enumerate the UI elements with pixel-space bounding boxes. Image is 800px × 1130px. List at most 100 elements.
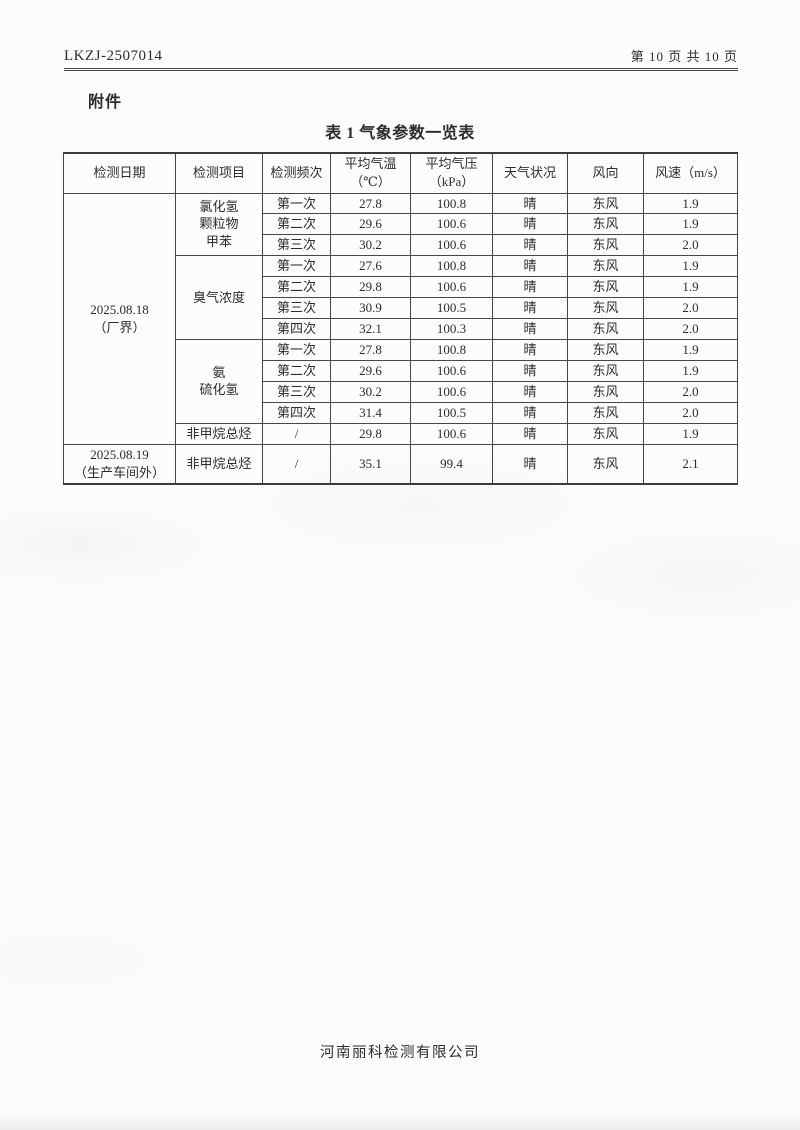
temperature-cell: 31.4 [330,401,411,424]
weather-cell: 晴 [492,276,568,299]
col-header-frequency: 检测频次 [262,152,331,194]
frequency-cell: 第三次 [262,234,331,257]
frequency-cell: 第三次 [262,380,331,403]
temperature-cell: 29.6 [330,213,411,236]
item-cell: 非甲烷总烃 [175,422,263,445]
col-header-date: 检测日期 [63,152,176,194]
item-cell: 非甲烷总烃 [175,443,263,485]
table-header-row: 检测日期 检测项目 检测频次 平均气温 （℃） 平均气压 （kPa） 天气状况 … [63,152,738,194]
temperature-cell: 27.8 [330,339,411,361]
frequency-cell: / [262,422,331,445]
item-cell: 氨 硫化氢 [175,339,263,424]
frequency-cell: 第二次 [262,276,331,299]
table-row: 第三次 30.9 100.5 晴东风 2.0 [64,297,738,320]
weather-cell: 晴 [492,297,568,320]
pressure-cell: 100.3 [410,318,493,341]
weather-cell: 晴 [492,234,568,257]
date-cell: 2025.08.18 （厂界） [63,192,176,445]
wind-direction-cell: 东风 [567,213,644,236]
wind-direction-cell: 东风 [567,276,644,299]
pressure-cell: 100.8 [410,192,493,215]
wind-direction-cell: 东风 [567,255,644,278]
weather-cell: 晴 [492,401,568,424]
table-row: 第四次 31.4 100.5 晴东风 2.0 [64,401,738,424]
weather-cell: 晴 [492,213,568,236]
pressure-cell: 100.6 [410,213,493,236]
wind-speed-cell: 1.9 [643,360,738,382]
frequency-cell: 第二次 [262,360,331,382]
col-header-item: 检测项目 [175,152,263,194]
item-cell: 氯化氢 颗粒物 甲苯 [175,192,263,257]
frequency-cell: 第四次 [262,401,331,424]
table-row: 第二次 29.6 100.6 晴东风 1.9 [64,213,738,236]
pressure-cell: 100.8 [410,255,493,278]
col-header-weather: 天气状况 [492,152,568,194]
temperature-cell: 29.6 [330,360,411,382]
wind-direction-cell: 东风 [567,443,644,485]
weather-cell: 晴 [492,422,568,445]
frequency-cell: 第二次 [262,213,331,236]
temperature-cell: 27.8 [330,192,411,215]
page-number: 第 10 页 共 10 页 [630,49,738,64]
wind-direction-cell: 东风 [567,422,644,445]
wind-direction-cell: 东风 [567,401,644,424]
col-header-temperature: 平均气温 （℃） [330,152,411,194]
page-header: LKZJ-2507014 第 10 页 共 10 页 [64,46,738,65]
table-row: 非甲烷总烃/29.8 100.6 晴东风 1.9 [64,422,738,445]
pressure-cell: 100.6 [410,422,493,445]
pressure-cell: 100.5 [410,401,493,424]
wind-direction-cell: 东风 [567,318,644,341]
wind-speed-cell: 1.9 [643,192,738,215]
wind-speed-cell: 1.9 [643,213,738,236]
wind-speed-cell: 2.0 [643,401,738,424]
table-row: 第二次 29.8 100.6 晴东风 1.9 [64,276,738,299]
wind-direction-cell: 东风 [567,360,644,382]
pressure-cell: 100.6 [410,380,493,403]
col-header-wind-direction: 风向 [567,152,644,194]
wind-speed-cell: 1.9 [643,276,738,299]
wind-direction-cell: 东风 [567,380,644,403]
pressure-cell: 100.6 [410,234,493,257]
temperature-cell: 29.8 [330,422,411,445]
table-row: 2025.08.19 （生产车间外） 非甲烷总烃/35.1 99.4 晴东风 2.1 [63,443,738,485]
weather-cell: 晴 [492,255,568,278]
temperature-cell: 30.9 [330,297,411,320]
wind-direction-cell: 东风 [567,234,644,257]
weather-cell: 晴 [492,339,568,361]
header-divider [64,68,738,71]
frequency-cell: 第四次 [262,318,331,341]
frequency-cell: / [262,443,331,485]
temperature-cell: 35.1 [330,443,411,485]
frequency-cell: 第一次 [262,339,331,361]
table-title: 表 1 气象参数一览表 [325,125,475,142]
date-cell: 2025.08.19 （生产车间外） [63,443,176,485]
weather-cell: 晴 [492,443,568,485]
wind-speed-cell: 1.9 [643,422,738,445]
weather-cell: 晴 [492,360,568,382]
wind-direction-cell: 东风 [567,339,644,361]
temperature-cell: 27.6 [330,255,411,278]
wind-speed-cell: 2.0 [643,297,738,320]
pressure-cell: 100.6 [410,360,493,382]
weather-cell: 晴 [492,318,568,341]
wind-speed-cell: 2.0 [643,234,738,257]
pressure-cell: 100.8 [410,339,493,361]
doc-number: LKZJ-2507014 [64,48,163,64]
frequency-cell: 第一次 [262,192,331,215]
table-row: 臭气浓度 第一次 27.6 100.8 晴东风 1.9 [64,255,738,341]
wind-speed-cell: 1.9 [643,339,738,361]
wind-speed-cell: 2.0 [643,380,738,403]
table-row: 第四次 32.1 100.3 晴东风 2.0 [64,318,738,341]
wind-direction-cell: 东风 [567,192,644,215]
attachment-label: 附件 [88,94,123,111]
frequency-cell: 第一次 [262,255,331,278]
wind-speed-cell: 2.0 [643,318,738,341]
pressure-cell: 99.4 [410,443,493,485]
wind-direction-cell: 东风 [567,297,644,320]
temperature-cell: 30.2 [330,380,411,403]
table-row: 氨 硫化氢 第一次 27.8 100.8 晴东风 1.9 [64,339,738,424]
col-header-wind-speed: 风速（m/s） [643,152,738,194]
wind-speed-cell: 2.1 [643,443,738,485]
weather-cell: 晴 [492,380,568,403]
